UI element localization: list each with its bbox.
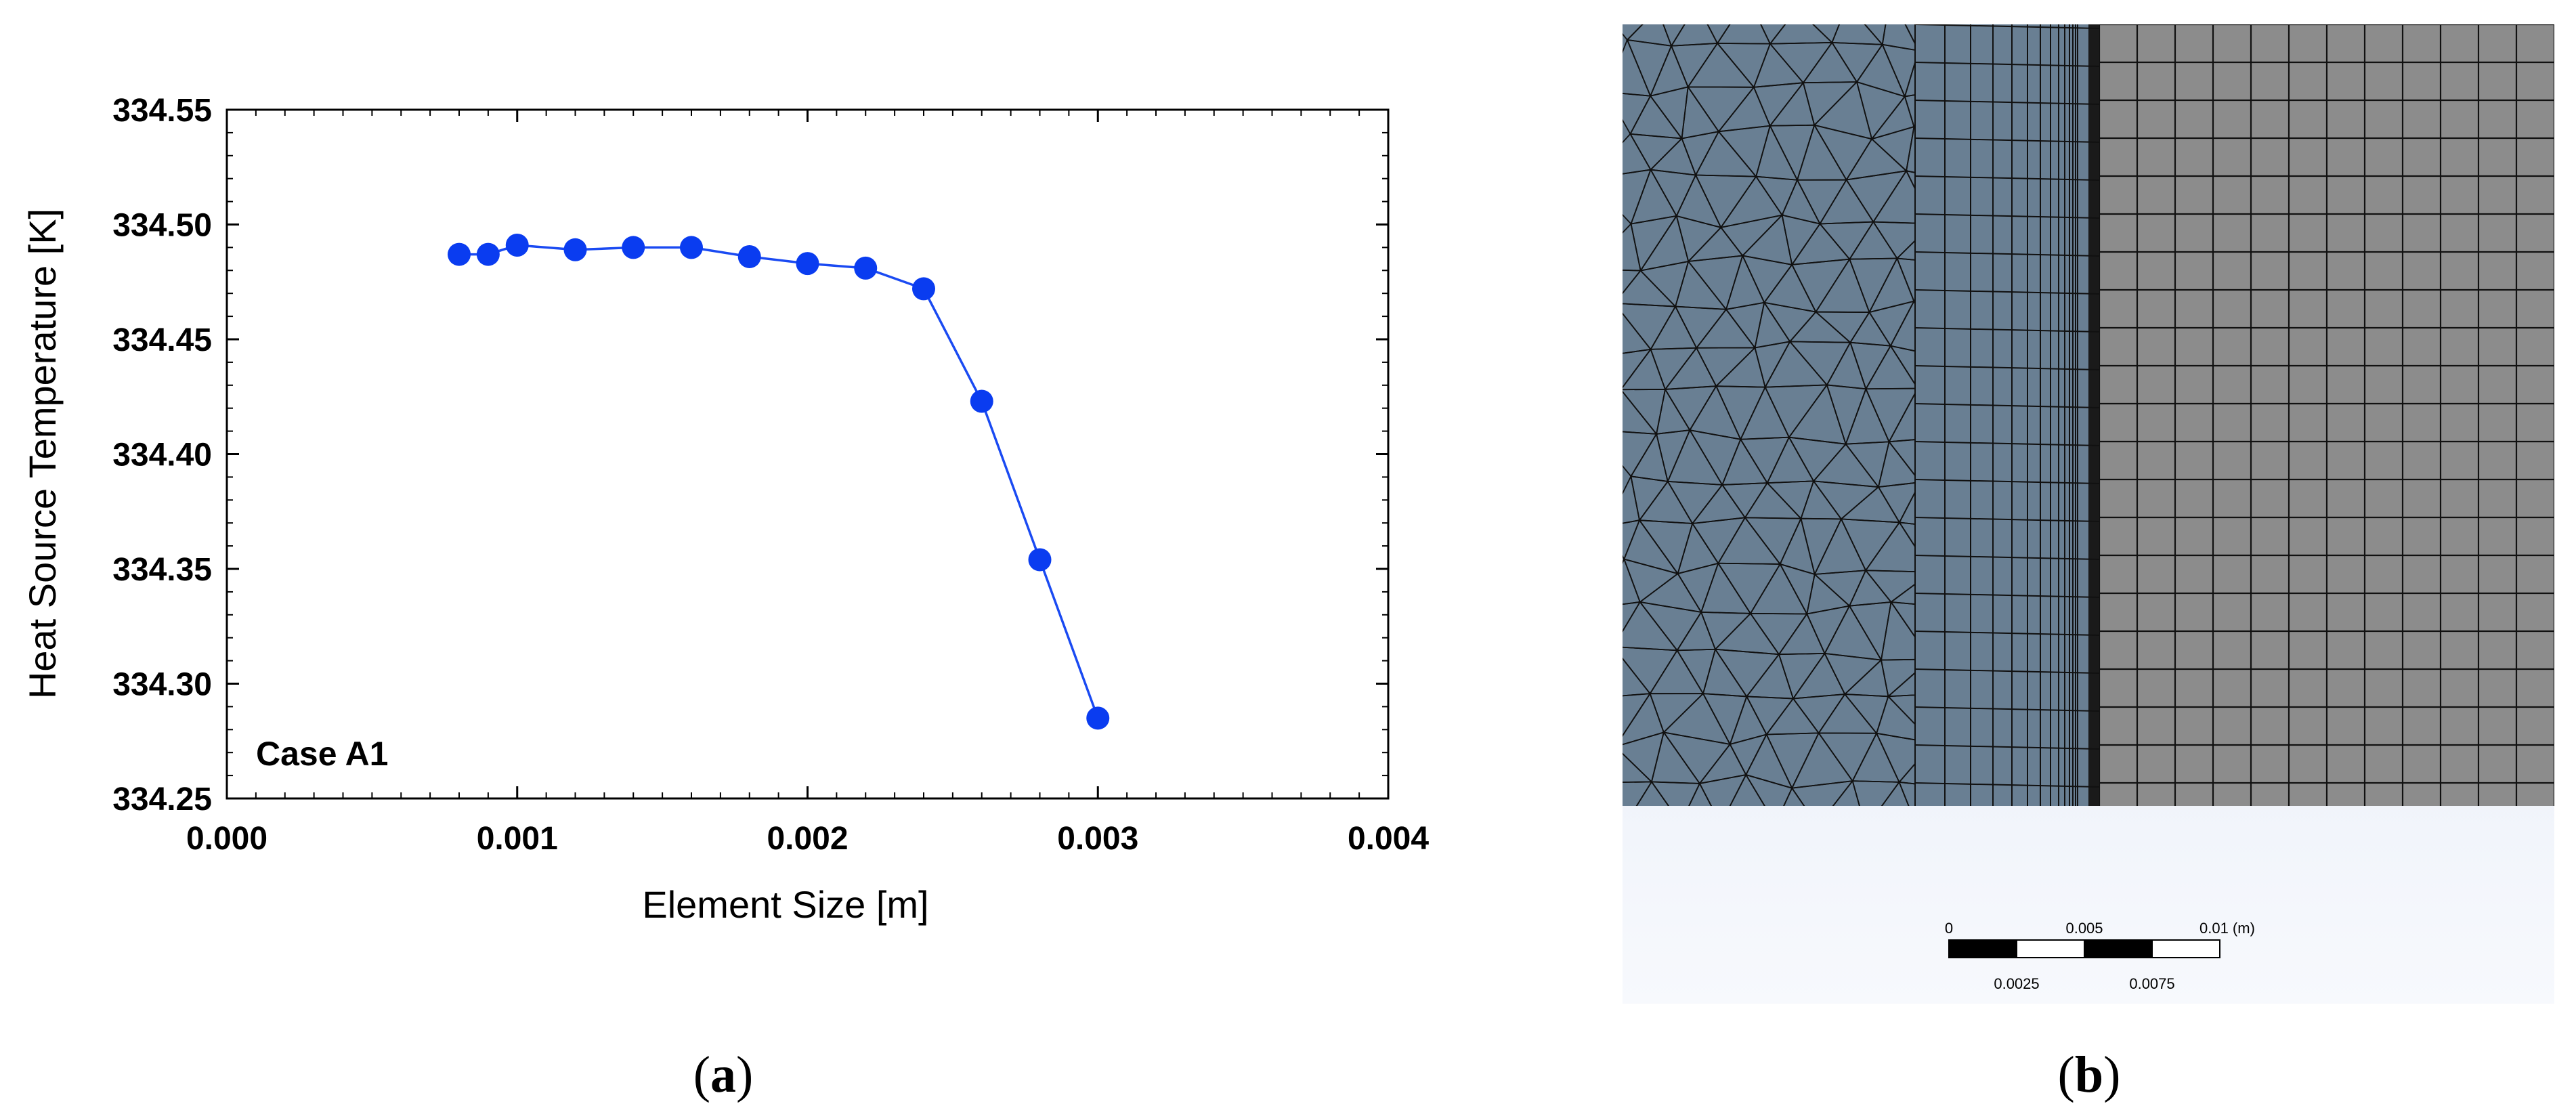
mesh-cell xyxy=(1887,439,1915,477)
scale-label-0005: 0.005 xyxy=(2065,920,2103,937)
data-points xyxy=(448,234,1110,730)
svg-text:(b): (b) xyxy=(2058,1046,2121,1103)
y-tick-label: 334.40 xyxy=(112,437,212,473)
mesh-cell xyxy=(1744,773,1793,806)
mesh-line xyxy=(1914,744,2100,750)
data-point xyxy=(970,389,993,413)
x-axis-label: Element Size [m] xyxy=(642,883,928,926)
svg-text:(a): (a) xyxy=(693,1046,754,1103)
mesh-cell xyxy=(1904,94,1915,128)
series-line xyxy=(459,244,1099,719)
mesh-cell xyxy=(1623,222,1641,272)
y-tick-label: 334.45 xyxy=(112,322,212,358)
x-tick-label: 0.000 xyxy=(186,821,267,857)
mesh-cell xyxy=(1623,557,1641,605)
interface-band xyxy=(2088,24,2099,806)
scale-segment xyxy=(2151,939,2220,958)
y-tick-label: 334.35 xyxy=(112,552,212,588)
mesh-line xyxy=(1914,668,2100,674)
mesh-line xyxy=(1914,631,2100,636)
mesh-line xyxy=(1914,327,2100,333)
scale-label-001: 0.01 (m) xyxy=(2199,920,2255,937)
mesh-cell xyxy=(1864,24,1887,46)
data-point xyxy=(854,256,878,280)
mesh-line xyxy=(1914,782,2100,788)
data-point xyxy=(1086,706,1110,730)
data-point xyxy=(505,234,529,257)
scale-segment xyxy=(1948,939,2017,958)
mesh-cell xyxy=(1904,60,1915,98)
mesh-cell xyxy=(1889,583,1915,605)
axis-ticks xyxy=(226,108,1390,800)
scale-bar: 0 0.005 0.01 (m) 0.0025 0.0075 xyxy=(1945,920,2255,992)
mesh-line xyxy=(1914,479,2100,484)
mesh-line xyxy=(1914,365,2100,370)
data-point xyxy=(622,236,645,259)
x-tick-label: 0.003 xyxy=(1057,821,1138,857)
case-annotation: Case A1 xyxy=(256,735,388,773)
scale-segment xyxy=(2016,939,2085,958)
mesh-line xyxy=(1914,403,2100,408)
scale-segment xyxy=(2084,939,2153,958)
mesh-line xyxy=(1914,213,2100,219)
mesh-line xyxy=(1914,24,2100,29)
convergence-chart: 0.000 0.001 0.002 0.003 0.004 334.25 334.30 334… xyxy=(21,93,1429,926)
y-tick-label: 334.25 xyxy=(112,782,212,817)
mesh-cell xyxy=(1889,345,1915,386)
data-point xyxy=(796,252,819,276)
y-tick-label: 334.50 xyxy=(112,208,212,244)
y-tick-label: 334.30 xyxy=(112,667,212,703)
data-point xyxy=(1028,548,1052,572)
mesh-line xyxy=(1914,289,2100,295)
mesh-line xyxy=(1914,137,2100,143)
mesh-line xyxy=(1914,593,2100,598)
panel-label-b: (b) xyxy=(2058,1046,2121,1103)
mesh-line xyxy=(1914,517,2100,522)
x-tick-label: 0.002 xyxy=(767,821,848,857)
mesh-cell xyxy=(1896,257,1915,303)
y-axis-label: Heat Source Temperature [K] xyxy=(21,209,64,699)
mesh-cell xyxy=(1898,781,1915,806)
y-tick-label: 334.55 xyxy=(112,93,212,129)
plot-frame xyxy=(226,108,1390,800)
structured-mesh xyxy=(1914,24,2554,806)
mesh-line xyxy=(1914,62,2100,67)
mesh-view: 0 0.005 0.01 (m) 0.0025 0.0075 xyxy=(1623,24,2554,1004)
x-tick-label: 0.004 xyxy=(1348,821,1429,857)
mesh-cell xyxy=(1898,490,1915,525)
mesh-line xyxy=(1914,555,2100,560)
data-point xyxy=(476,242,500,266)
mesh-line xyxy=(1914,706,2100,712)
mesh-cell xyxy=(1889,601,1915,639)
data-point xyxy=(680,236,703,259)
panel-label-a: (a) xyxy=(693,1046,754,1103)
mesh-line xyxy=(1914,251,2100,257)
mesh-cell xyxy=(1623,133,1652,175)
mesh-cell xyxy=(1889,299,1915,352)
data-point xyxy=(737,244,761,268)
data-point xyxy=(448,242,471,266)
mesh-line xyxy=(1914,175,2100,181)
mesh-cell xyxy=(1906,125,1915,173)
triangular-mesh xyxy=(1623,24,1915,806)
mesh-line xyxy=(1914,100,2100,105)
scale-label-00025: 0.0025 xyxy=(1994,975,2039,992)
data-point xyxy=(563,238,587,261)
x-tick-label: 0.001 xyxy=(477,821,558,857)
solid-region xyxy=(1623,24,2099,806)
tick-labels: 0.000 0.001 0.002 0.003 0.004 334.25 334.30 334… xyxy=(112,93,1429,857)
mesh-line xyxy=(1914,441,2100,446)
scale-label-00075: 0.0075 xyxy=(2129,975,2174,992)
data-point xyxy=(912,277,935,301)
mesh-cell xyxy=(1812,24,1841,44)
mesh-cell xyxy=(1888,391,1915,443)
scale-label-0: 0 xyxy=(1945,920,1953,937)
